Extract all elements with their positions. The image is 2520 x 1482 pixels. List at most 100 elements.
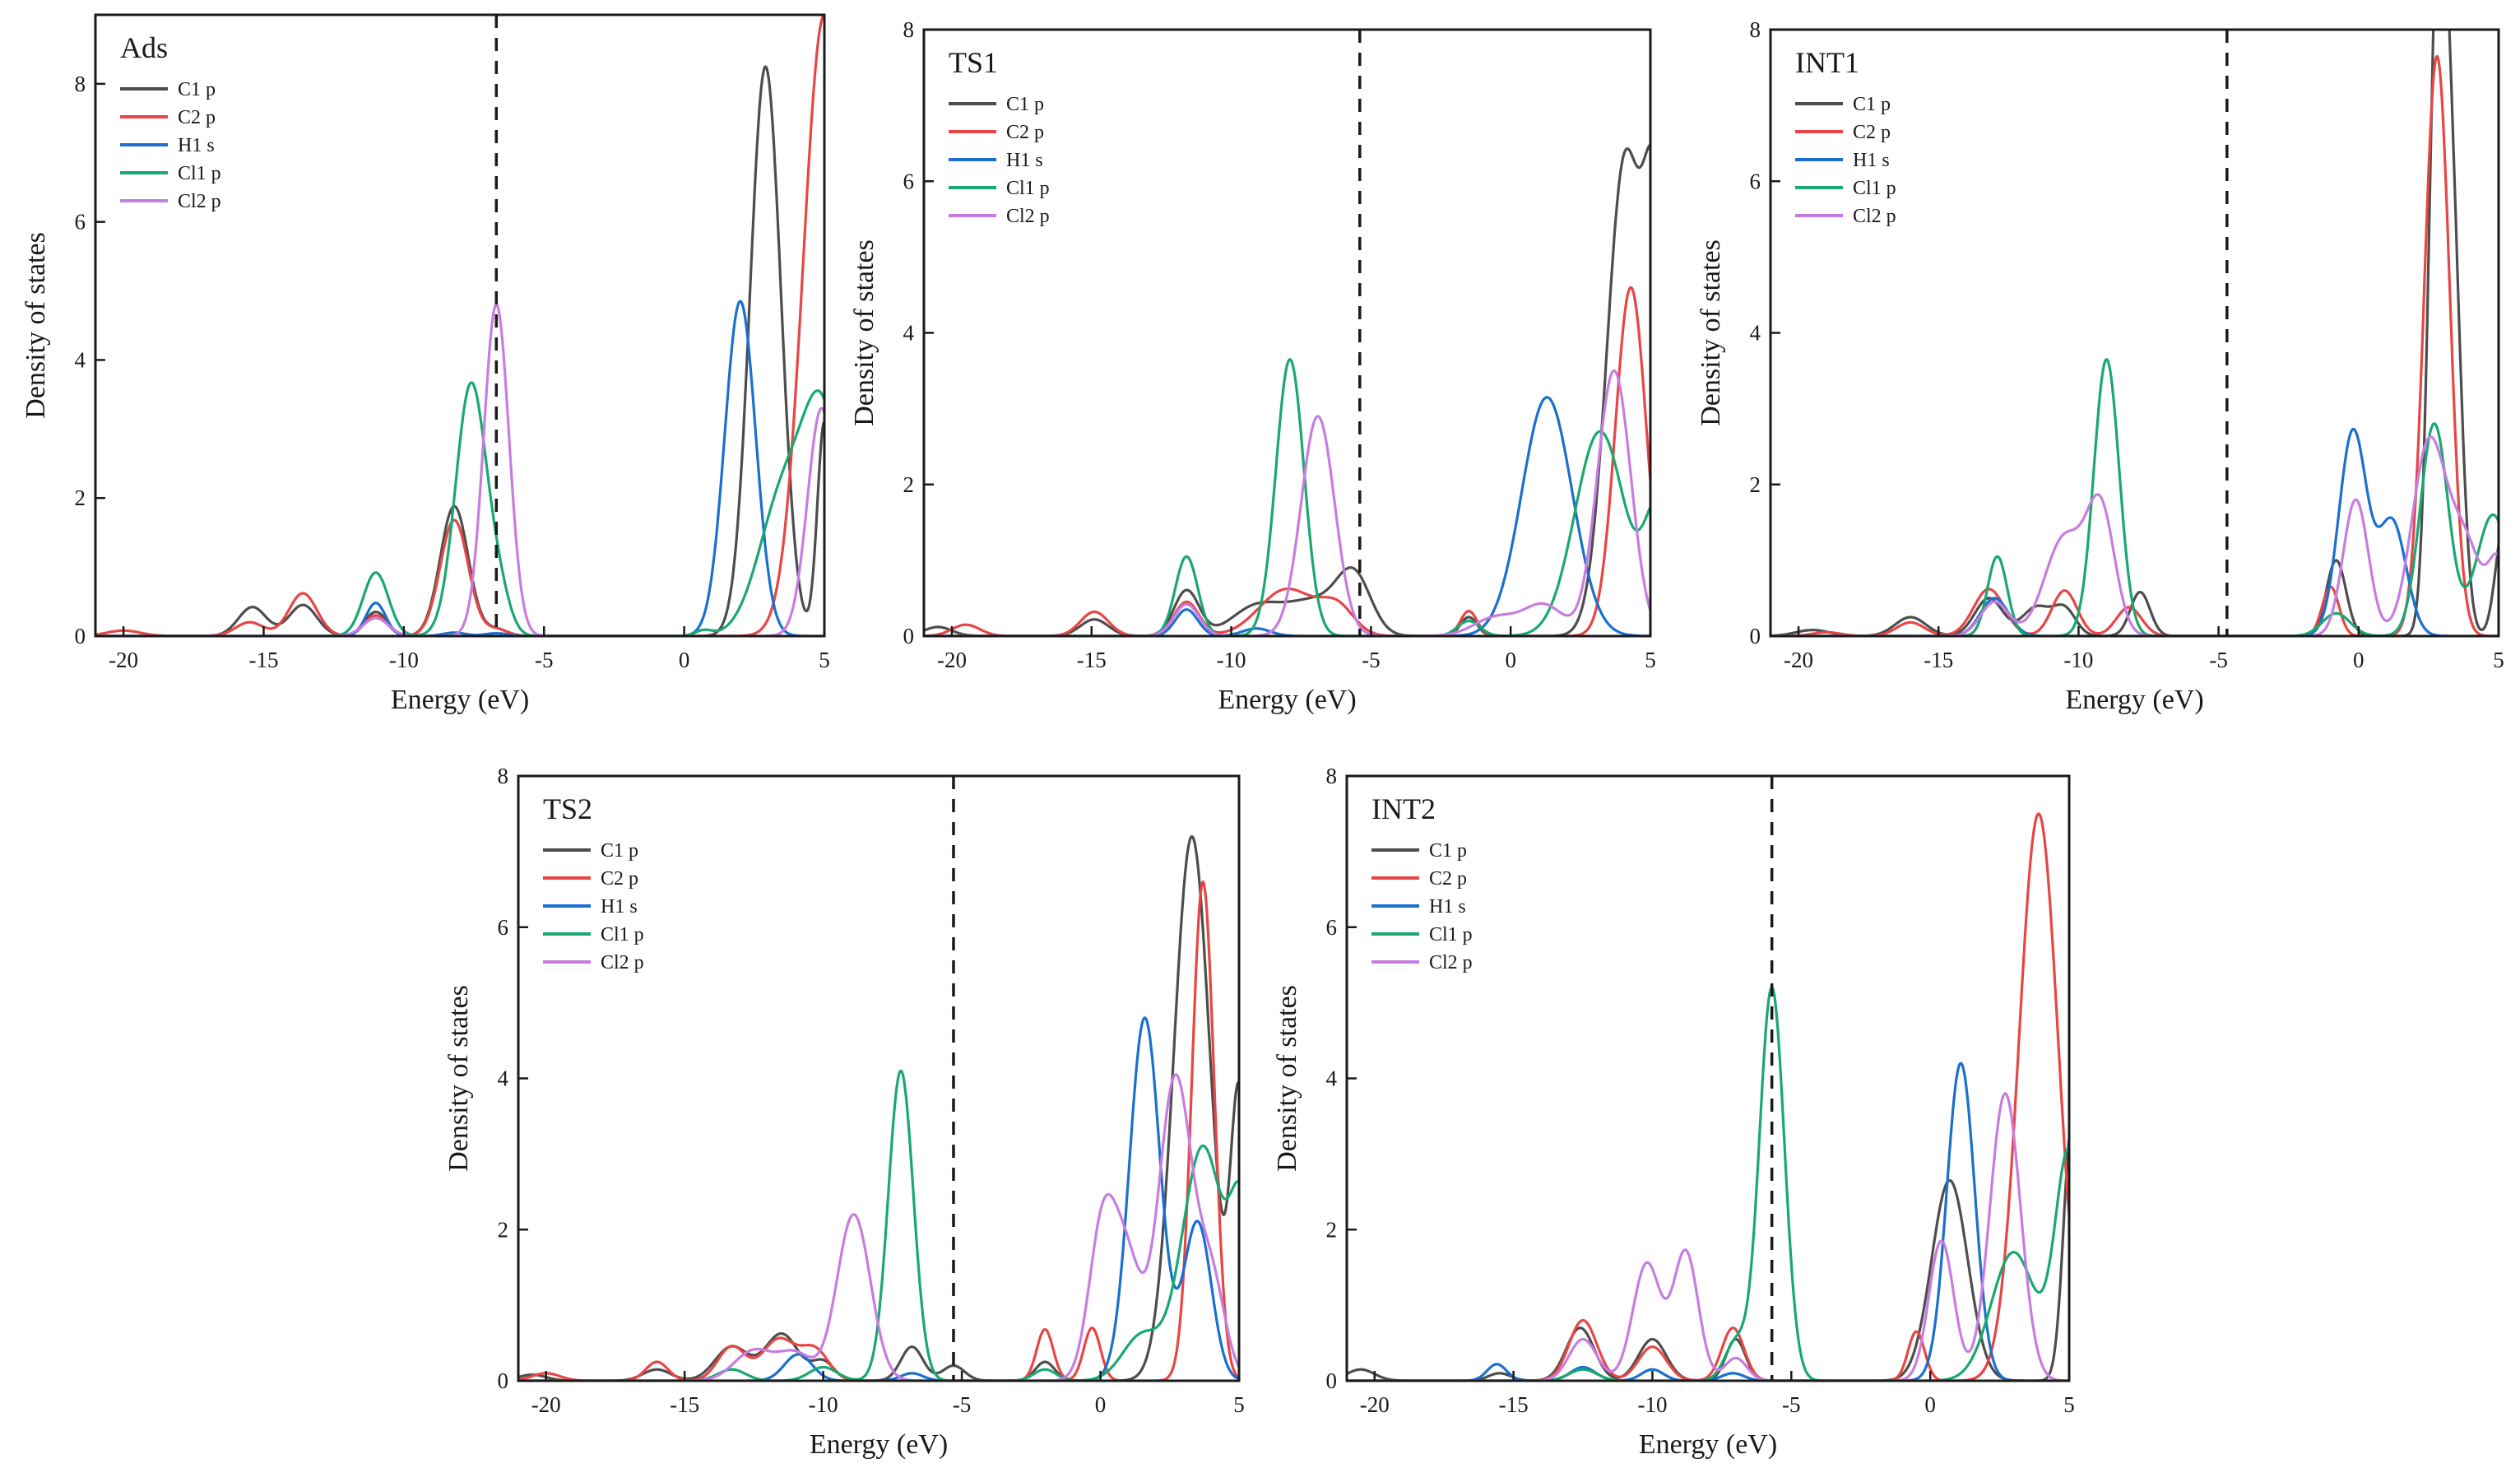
series-line-cl2-p [924, 369, 1650, 636]
series-line-c2-p [1770, 54, 2499, 636]
x-tick-label: 5 [1645, 648, 1656, 672]
curves [518, 834, 1239, 1381]
legend-label: Cl2 p [601, 952, 644, 973]
series-line-h1-s [1770, 427, 2499, 636]
y-tick-label: 0 [903, 624, 915, 648]
x-tick-label: -15 [1077, 648, 1107, 672]
x-tick-label: -10 [809, 1392, 838, 1417]
y-tick-label: 8 [1326, 764, 1338, 788]
y-tick-label: 0 [1750, 624, 1761, 648]
series-line-cl1-p [924, 358, 1650, 636]
legend: C1 p C2 p H1 s Cl1 p Cl2 p [120, 79, 221, 212]
x-tick-label: -5 [2209, 648, 2228, 672]
legend-label: H1 s [1853, 150, 1890, 171]
x-axis-label: Energy (eV) [1218, 685, 1356, 715]
series-line-c2-p [924, 286, 1650, 636]
x-tick-label: -5 [1782, 1392, 1801, 1417]
y-axis-label: Density of states [849, 239, 879, 426]
y-axis-label: Density of states [1696, 239, 1726, 426]
y-tick-label: 8 [75, 72, 86, 96]
panel-label: INT1 [1795, 46, 1859, 79]
legend-label: Cl2 p [1429, 952, 1473, 973]
y-tick-label: 6 [1326, 915, 1338, 940]
y-tick-label: 0 [75, 624, 86, 648]
x-tick-label: -10 [389, 648, 419, 672]
y-axis-label: Density of states [21, 232, 51, 419]
x-tick-label: -20 [937, 648, 967, 672]
x-tick-label: -20 [1784, 648, 1813, 672]
x-tick-label: 5 [1233, 1392, 1245, 1417]
x-tick-label: -10 [1637, 1392, 1667, 1417]
legend-label: Cl1 p [1853, 178, 1896, 199]
plot-frame [922, 28, 1652, 638]
plot-frame [94, 13, 826, 638]
legend-label: C2 p [1429, 868, 1467, 890]
series-line-cl1-p [1770, 358, 2499, 636]
series-line-cl2-p [1770, 435, 2499, 636]
y-axis-label: Density of states [443, 985, 474, 1172]
series-line-c1-p [1770, 30, 2499, 636]
x-tick-label: 0 [1095, 1392, 1107, 1417]
x-tick-label: -15 [670, 1392, 699, 1417]
legend: C1 p C2 p H1 s Cl1 p Cl2 p [543, 840, 644, 973]
x-tick-label: -5 [535, 648, 554, 672]
y-tick-label: 4 [75, 347, 86, 372]
panel-ts1: -20 -15 -10 -5 0 5 0 2 4 6 8 Energy (eV) Density of … [849, 17, 1656, 715]
series-line-c2-p [1347, 812, 2069, 1381]
legend-label: H1 s [1429, 896, 1466, 918]
legend-label: H1 s [601, 896, 638, 918]
legend: C1 p C2 p H1 s Cl1 p Cl2 p [1371, 840, 1473, 973]
x-tick-label: -15 [1499, 1392, 1529, 1417]
legend-label: Cl2 p [1853, 206, 1896, 227]
y-tick-label: 8 [903, 17, 915, 42]
y-tick-label: 4 [903, 321, 915, 346]
panel-label: TS2 [543, 792, 592, 825]
x-tick-label: 5 [2063, 1392, 2075, 1417]
x-tick-label: 5 [2493, 648, 2504, 672]
x-axis-label: Energy (eV) [810, 1429, 948, 1460]
x-tick-label: 0 [1924, 1392, 1936, 1417]
legend-label: H1 s [1006, 150, 1043, 171]
y-tick-label: 2 [903, 472, 915, 497]
y-tick-label: 8 [1750, 17, 1761, 42]
x-axis-label: Energy (eV) [2065, 685, 2203, 715]
legend-label: C2 p [601, 868, 638, 890]
y-tick-label: 2 [75, 485, 86, 510]
legend-label: Cl2 p [1006, 206, 1050, 227]
y-axis-label: Density of states [1272, 985, 1302, 1172]
legend-label: C2 p [1006, 122, 1044, 143]
legend-label: C1 p [178, 79, 216, 100]
x-tick-label: -5 [953, 1392, 972, 1417]
legend-label: H1 s [178, 135, 215, 156]
legend-label: C1 p [601, 840, 638, 862]
panel-ts2: -20 -15 -10 -5 0 5 0 2 4 6 8 Energy (eV) Density of … [443, 764, 1245, 1460]
x-tick-label: -10 [2063, 648, 2093, 672]
y-tick-label: 4 [1326, 1066, 1338, 1091]
y-tick-label: 4 [498, 1066, 509, 1091]
plot-frame [1345, 774, 2071, 1382]
y-tick-label: 0 [498, 1368, 509, 1393]
legend-label: C2 p [178, 107, 216, 128]
series-line-cl1-p [518, 1069, 1239, 1381]
series-line-cl1-p [1347, 986, 2069, 1381]
series-line-c1-p [518, 834, 1239, 1381]
series-line-cl2-p [518, 1073, 1239, 1381]
y-tick-label: 0 [1326, 1368, 1338, 1393]
series-line-c1-p [1347, 1137, 2069, 1381]
plot-frame [517, 774, 1241, 1382]
legend-label: C1 p [1006, 94, 1044, 115]
x-tick-label: 5 [819, 648, 830, 672]
x-axis-label: Energy (eV) [1639, 1429, 1777, 1460]
x-tick-label: 0 [2353, 648, 2365, 672]
legend-label: Cl1 p [178, 163, 221, 184]
series-line-cl1-p [95, 381, 824, 636]
y-tick-label: 2 [1326, 1217, 1338, 1242]
series-line-h1-s [95, 300, 824, 636]
y-tick-label: 6 [498, 915, 509, 940]
panel-int1: -20 -15 -10 -5 0 5 0 2 4 6 8 Energy (eV) Density of … [1696, 17, 2504, 715]
y-tick-label: 6 [1750, 169, 1761, 193]
x-tick-label: 0 [1505, 648, 1516, 672]
x-tick-label: -10 [1217, 648, 1246, 672]
legend-label: C1 p [1429, 840, 1467, 862]
